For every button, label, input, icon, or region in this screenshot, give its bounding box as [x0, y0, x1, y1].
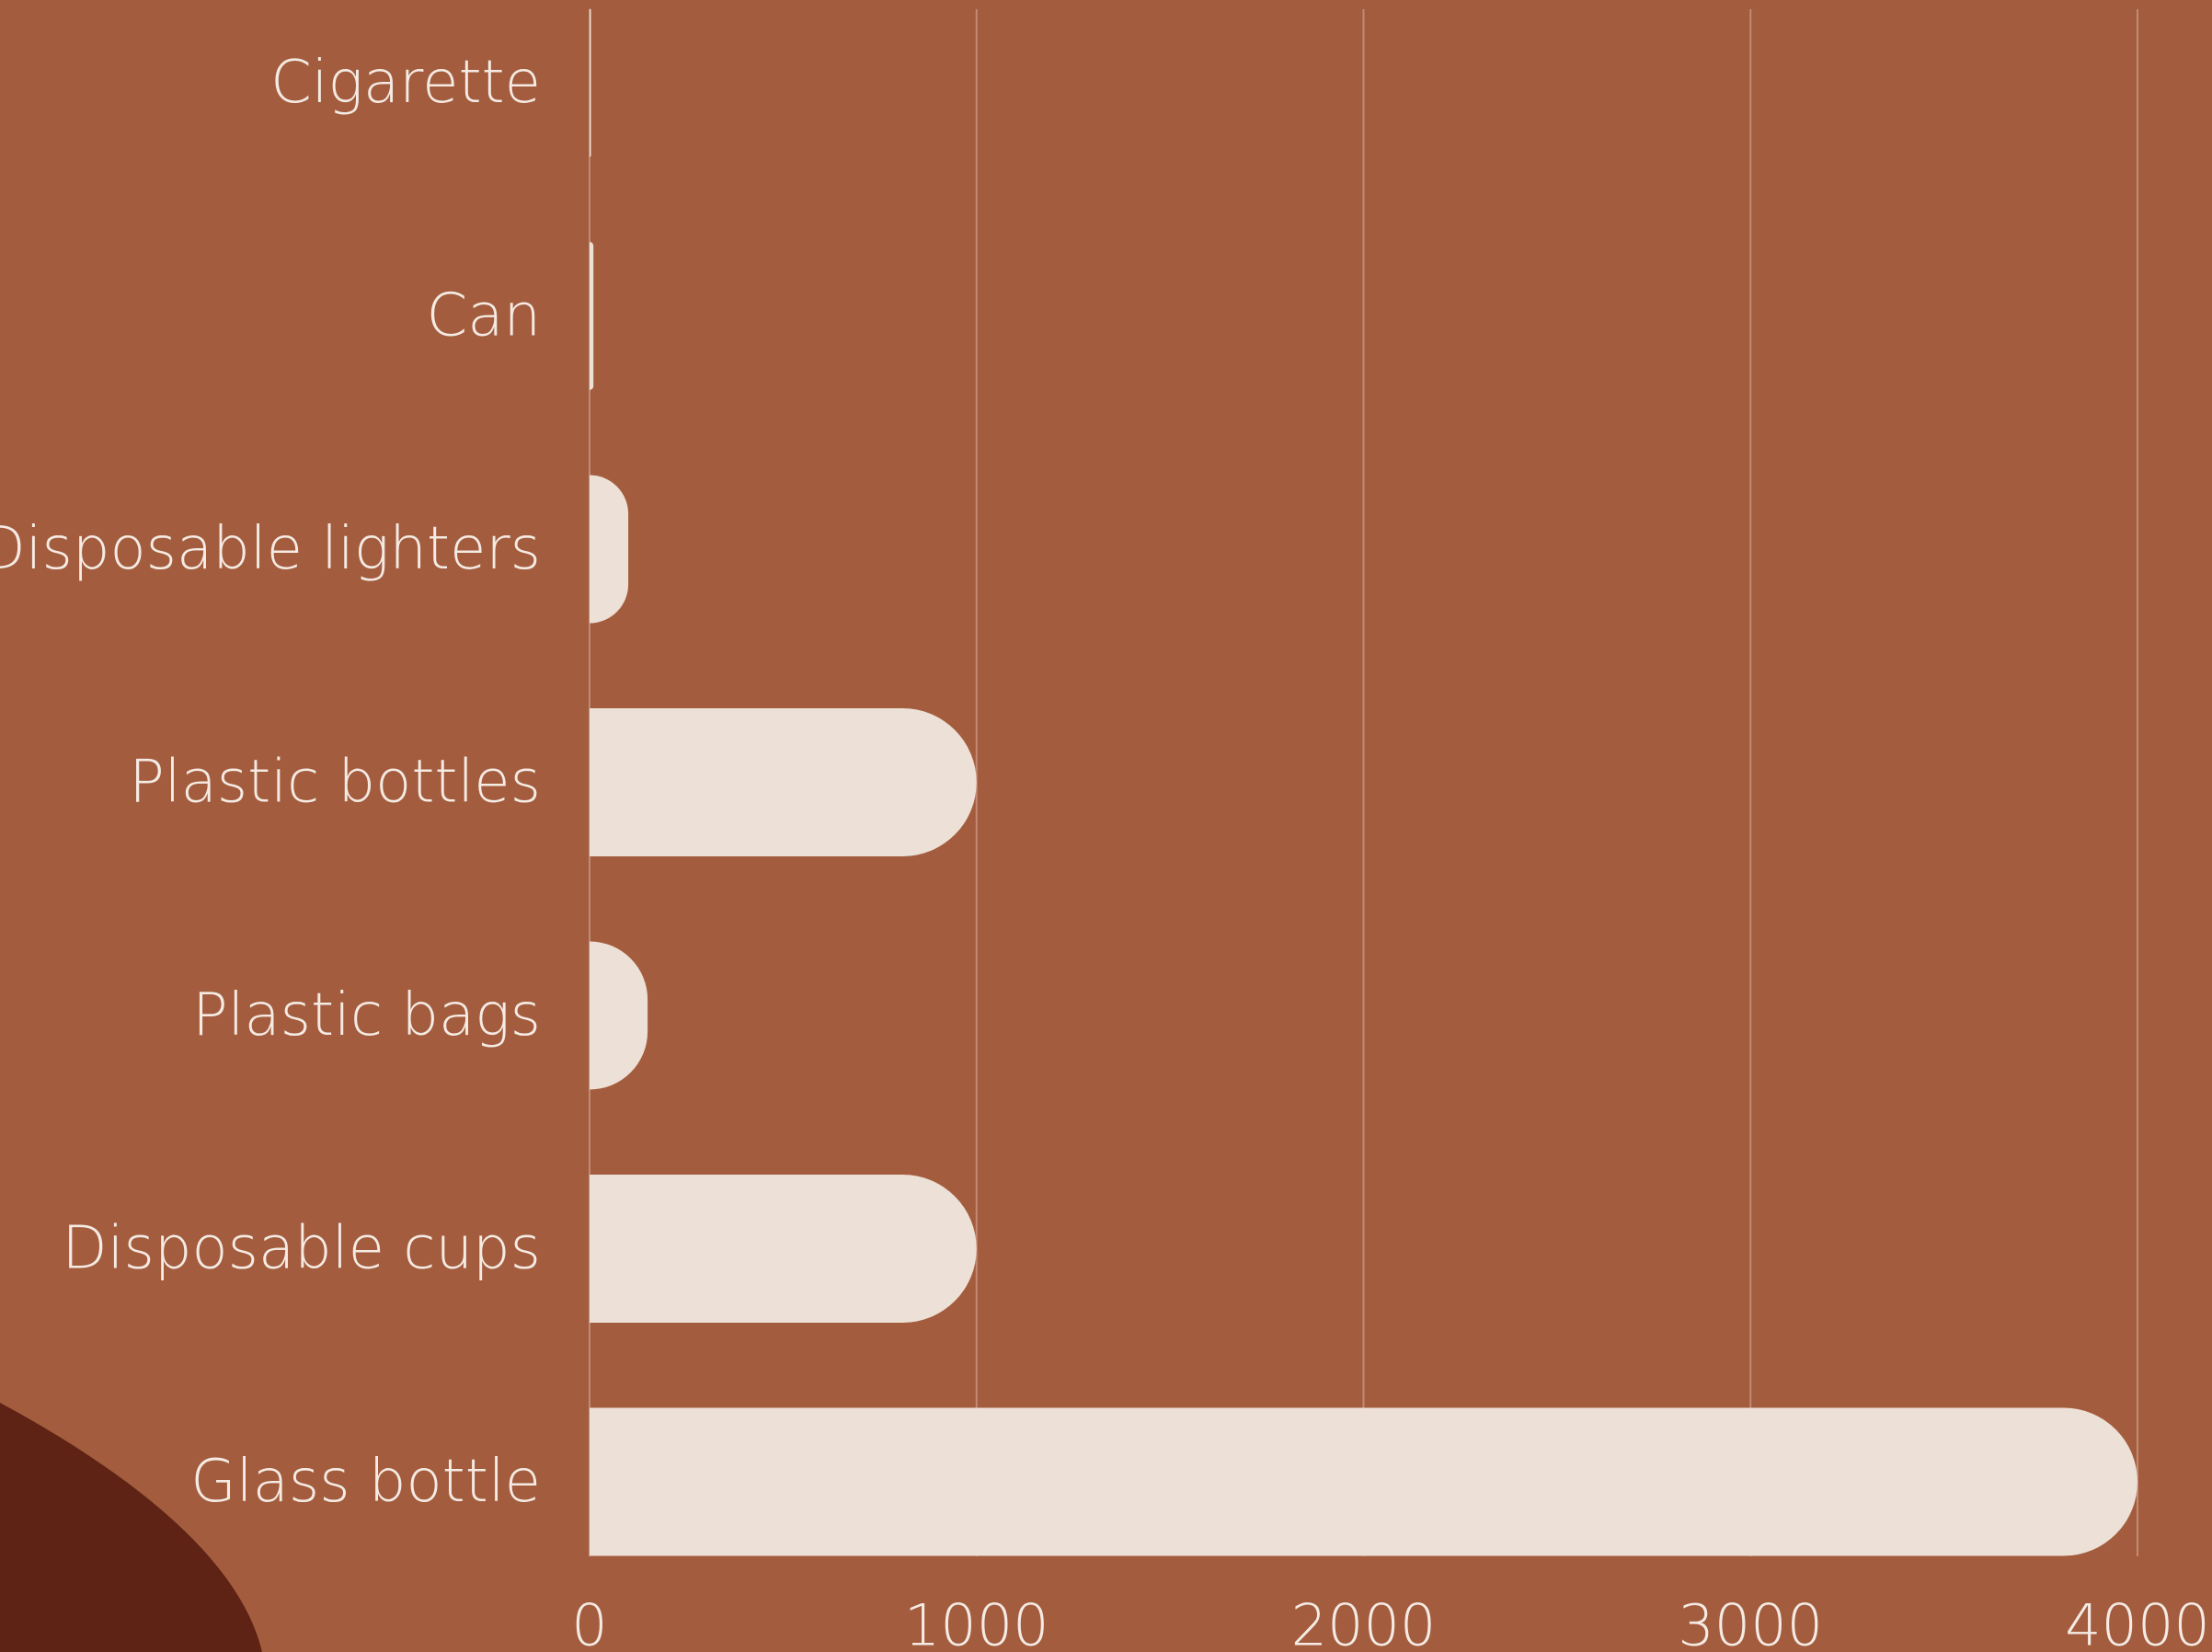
category-label-can: Can: [427, 282, 541, 350]
x-tick-label-0: 0: [571, 1592, 607, 1652]
bar-glass-bottle: [590, 1407, 2138, 1556]
bar-plastic-bottles: [590, 708, 977, 856]
bar-cigarette: [590, 8, 591, 157]
x-tick-label-2000: 2000: [1291, 1592, 1437, 1652]
bar-disposable-cups: [590, 1175, 977, 1323]
bar-disposable-lighters: [590, 475, 629, 624]
category-label-disposable-lighters: Disposable lighters: [0, 515, 541, 583]
category-label-plastic-bags: Plastic bags: [192, 981, 541, 1050]
bar-plastic-bags: [590, 941, 648, 1090]
category-labels: Cigarette Can Disposable lighters Plastic b…: [0, 49, 541, 1516]
bar-can: [590, 242, 594, 390]
x-tick-label-3000: 3000: [1678, 1592, 1823, 1652]
x-tick-label-1000: 1000: [904, 1592, 1049, 1652]
bars: [590, 8, 2138, 1556]
category-label-disposable-cups: Disposable cups: [62, 1215, 541, 1283]
decorative-corner-shape: [0, 1403, 262, 1652]
category-label-glass-bottle: Glass bottle: [190, 1448, 541, 1516]
x-tick-label-4000: 4000: [2065, 1592, 2210, 1652]
category-label-plastic-bottles: Plastic bottles: [129, 749, 541, 817]
category-label-cigarette: Cigarette: [270, 49, 541, 117]
x-axis-tick-labels: 0 1000 2000 3000 4000: [571, 1592, 2210, 1652]
